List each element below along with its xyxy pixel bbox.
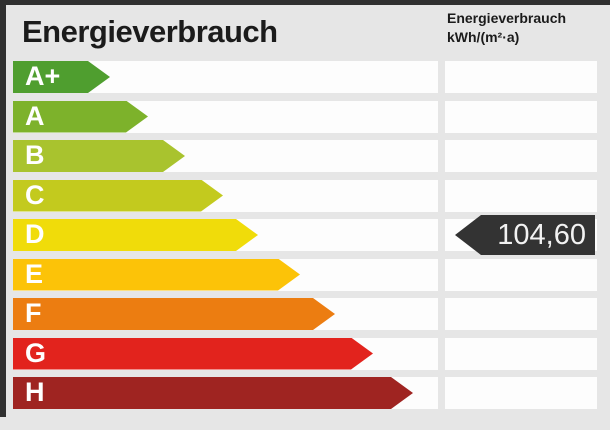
class-arrow: E [13,259,300,291]
scale-row: A+ [13,61,597,93]
value-column-header-line2: kWh/(m²·a) [447,29,520,45]
class-arrow: D [13,219,258,251]
class-arrow: A [13,101,148,133]
class-letter: B [25,140,45,170]
class-arrow: C [13,180,223,212]
class-letter: H [25,377,45,407]
efficiency-scale: A+ A B C D [13,61,597,417]
scale-row: B [13,140,597,172]
marker-value: 104,60 [497,219,586,251]
scale-row: C [13,179,597,212]
value-cell [445,377,597,409]
scale-row: H [13,377,597,409]
class-arrow: B [13,140,185,172]
value-marker: 104,60 [455,215,595,255]
class-letter: F [25,298,42,328]
class-letter: C [25,179,45,210]
class-letter: E [25,258,44,289]
frame-border-left [0,0,6,417]
class-arrow: H [13,377,413,409]
value-cell [445,337,597,370]
value-cell [445,140,597,172]
scale-row: G [13,337,597,370]
class-arrow: F [13,298,335,330]
class-letter: A [25,100,45,131]
class-letter: D [25,219,45,249]
scale-row: A [13,100,597,133]
value-column-header: Energieverbrauch kWh/(m²·a) [447,9,566,47]
scale-row: F [13,298,597,330]
class-letter: G [25,337,47,368]
value-cell [445,258,597,291]
value-cell [445,179,597,212]
class-arrow: G [13,338,373,370]
class-arrow: A+ [13,61,110,93]
page-title: Energieverbrauch [22,14,278,49]
value-column-header-line1: Energieverbrauch [447,10,567,26]
value-cell [445,100,597,133]
scale-row: E [13,258,597,291]
class-letter: A+ [25,61,61,91]
value-cell [445,298,597,330]
value-cell [445,61,597,93]
frame-border-top [0,0,610,5]
